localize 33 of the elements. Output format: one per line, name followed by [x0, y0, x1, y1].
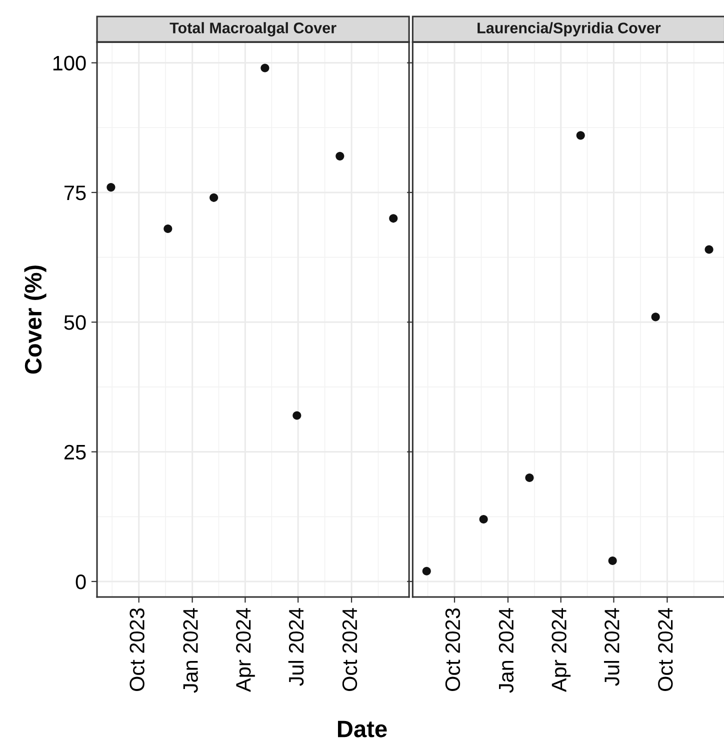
point	[608, 556, 617, 566]
point	[210, 193, 218, 202]
point	[525, 473, 534, 482]
y-tick-label: 25	[64, 444, 86, 460]
point	[704, 245, 714, 254]
x-tick-label: Jan 2024	[498, 608, 514, 693]
chart-title: Laurencia/Spyridia Cover	[478, 22, 661, 36]
y-axis-title: Cover (%)	[24, 266, 46, 374]
point	[336, 152, 344, 160]
y-tick-label: 100	[53, 56, 86, 71]
y-tick-label: 50	[64, 315, 86, 330]
y-tick-label: 75	[64, 186, 86, 200]
y-tick-label: 0	[76, 574, 86, 590]
x-tick-label: Jul 2024	[288, 608, 304, 686]
point	[292, 411, 302, 420]
point	[164, 224, 172, 234]
point	[651, 312, 660, 322]
point	[260, 64, 270, 72]
x-axis-title: Date	[338, 720, 387, 738]
x-tick-label: Oct 2023	[445, 608, 460, 692]
x-tick-label: Apr 2024	[552, 608, 571, 692]
x-tick-label: Oct 2024	[342, 608, 358, 692]
point	[576, 131, 585, 140]
point	[479, 514, 488, 524]
point	[389, 214, 398, 223]
chart-title: Total Macroalgal Cover	[170, 22, 336, 36]
point	[422, 566, 431, 576]
x-tick-label: Jan 2024	[183, 608, 198, 693]
x-tick-label: Jul 2024	[604, 608, 620, 686]
point	[106, 183, 116, 192]
x-tick-label: Apr 2024	[236, 608, 255, 692]
x-tick-label: Oct 2023	[130, 608, 144, 692]
x-tick-label: Oct 2024	[658, 608, 673, 692]
